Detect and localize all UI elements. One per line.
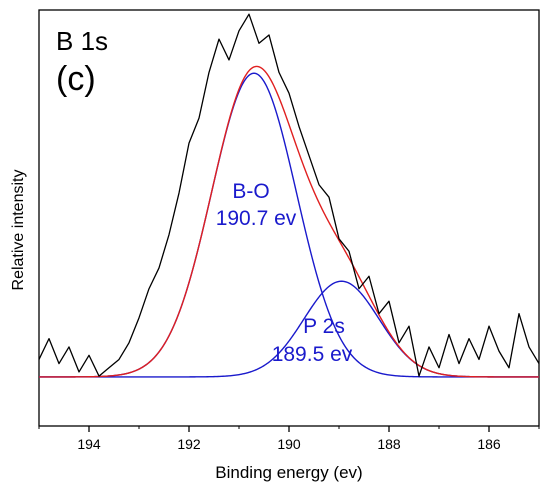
fit-envelope-line bbox=[39, 65, 539, 378]
peak2-energy-label: 189.5 ev bbox=[272, 343, 353, 366]
curves bbox=[38, 13, 540, 378]
annotation-element: B 1s bbox=[56, 26, 108, 56]
x-axis-label: Binding energy (ev) bbox=[215, 463, 362, 482]
peak2-name-label: P 2s bbox=[303, 315, 345, 338]
y-axis-label: Relative intensity bbox=[10, 170, 27, 291]
x-tick-label: 186 bbox=[477, 436, 501, 452]
peak1-name-label: B-O bbox=[232, 180, 269, 203]
x-tick-label: 194 bbox=[77, 436, 101, 452]
x-tick-label: 190 bbox=[277, 436, 301, 452]
x-tick-label: 192 bbox=[177, 436, 201, 452]
annotation-panel: (c) bbox=[56, 60, 96, 98]
x-tick-label: 188 bbox=[377, 436, 401, 452]
raw-spectrum-line bbox=[38, 13, 540, 377]
peak1-energy-label: 190.7 ev bbox=[216, 207, 297, 230]
x-ticks: 194 192 190 188 186 bbox=[38, 426, 540, 452]
